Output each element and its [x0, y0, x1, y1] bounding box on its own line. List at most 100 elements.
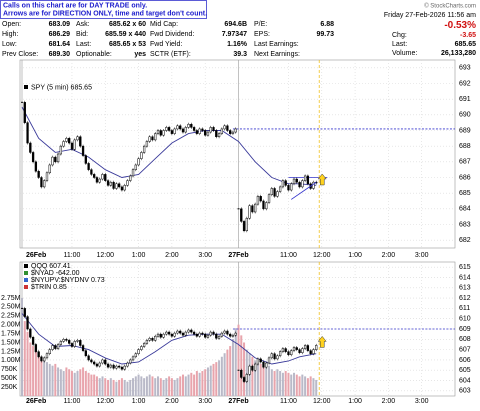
candle — [101, 359, 104, 364]
volume-bar — [193, 374, 196, 396]
x-tick-label: 3:00 — [198, 398, 212, 405]
volume-bar — [90, 374, 93, 396]
candle — [43, 357, 46, 362]
volume-tick-label: 250K — [1, 384, 18, 391]
volume-bar — [273, 371, 276, 396]
candle — [70, 142, 74, 150]
legend-swatch — [24, 264, 28, 268]
volume-bar — [204, 369, 207, 396]
quote-value: 7.97347 — [222, 31, 247, 38]
candle — [306, 345, 310, 351]
candle — [234, 332, 237, 336]
volume-bar — [123, 379, 126, 396]
candle — [117, 183, 121, 188]
candle — [215, 333, 218, 339]
volume-bar — [206, 367, 209, 396]
quote-label: P/E: — [254, 21, 267, 28]
candle — [259, 358, 262, 363]
candle — [273, 188, 276, 197]
candle — [315, 345, 318, 350]
candle — [140, 152, 143, 159]
candle — [129, 359, 132, 364]
y-tick-label: 692 — [459, 80, 471, 87]
volume-bar — [170, 378, 173, 396]
candle — [156, 333, 160, 337]
candle — [40, 177, 43, 188]
volume-bar — [82, 367, 85, 396]
quote-value: 681.64 — [49, 41, 71, 48]
volume-bar — [259, 363, 262, 396]
y-tick-label: 608 — [459, 336, 471, 343]
candle — [173, 128, 176, 134]
candle — [204, 130, 207, 136]
candle — [81, 145, 85, 156]
volume-bar — [148, 374, 151, 396]
y-tick-label: 689 — [459, 127, 471, 134]
candle — [303, 345, 307, 349]
quote-value: 685.65 — [455, 41, 477, 48]
quote-label: Mid Cap: — [150, 21, 178, 28]
candle — [220, 128, 223, 134]
candle — [109, 364, 112, 368]
candle — [84, 350, 87, 357]
candle — [154, 133, 157, 141]
candle — [265, 202, 268, 210]
candle — [65, 138, 68, 142]
volume-bar — [304, 376, 307, 396]
legend-label: QQQ 607.41 — [31, 263, 71, 270]
candle — [37, 170, 40, 178]
volume-bar — [220, 356, 223, 396]
volume-bar — [54, 363, 57, 396]
candle — [192, 331, 196, 335]
candle — [231, 334, 235, 337]
candle — [156, 130, 160, 134]
candle — [190, 329, 193, 333]
volume-bar — [312, 378, 315, 396]
y-tick-label: 687 — [459, 159, 471, 166]
candle — [34, 344, 38, 352]
volume-bar — [21, 297, 23, 396]
candle — [62, 339, 65, 342]
candle — [267, 357, 271, 364]
candle — [134, 164, 137, 170]
candle — [70, 343, 74, 347]
candle — [201, 332, 204, 335]
volume-bar — [190, 372, 193, 396]
volume-bar — [293, 372, 296, 396]
candle — [278, 351, 282, 357]
candle — [312, 181, 315, 189]
candle — [73, 341, 76, 347]
candle — [276, 191, 279, 197]
volume-bar — [26, 331, 29, 396]
volume-tick-label: 1.75M — [1, 330, 21, 337]
volume-bar — [104, 378, 107, 396]
volume-bar — [79, 369, 82, 396]
candle — [51, 156, 54, 166]
candle — [104, 174, 107, 181]
legend-swatch — [24, 285, 28, 289]
y-tick-label: 610 — [459, 316, 471, 323]
volume-bar — [168, 376, 171, 396]
y-tick-label: 603 — [459, 388, 471, 395]
quote-label: Last Earnings: — [254, 41, 299, 48]
x-tick-label: 1:00 — [348, 398, 362, 405]
candle — [173, 332, 176, 337]
y-tick-label: 612 — [459, 295, 471, 302]
quote-label: Open: — [2, 21, 21, 28]
volume-bar — [298, 376, 301, 396]
y-tick-label: 614 — [459, 274, 471, 281]
candle — [131, 356, 135, 361]
quote-label: Next Earnings: — [254, 51, 300, 58]
volume-bar — [281, 372, 284, 396]
credit: © StockCharts.com — [424, 3, 476, 10]
quote-label: Fwd Yield: — [150, 41, 182, 48]
volume-bar — [73, 372, 76, 396]
volume-bar — [306, 378, 309, 396]
legend-label: $TRIN 0.85 — [31, 284, 67, 291]
candle — [126, 180, 129, 186]
candle — [181, 332, 185, 336]
legend-swatch — [24, 278, 28, 282]
volume-bar — [231, 338, 234, 396]
candle — [256, 196, 260, 205]
x-tick-label: 2:00 — [165, 398, 179, 405]
